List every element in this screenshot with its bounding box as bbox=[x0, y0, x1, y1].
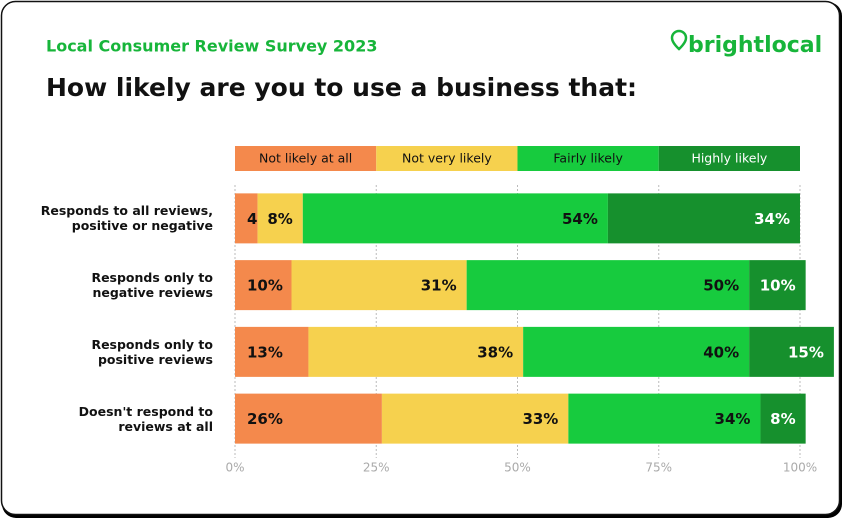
data-label: 40% bbox=[703, 343, 739, 361]
x-tick-label: 50% bbox=[504, 461, 531, 475]
y-tick-label: Responds only to positive reviews bbox=[91, 336, 213, 367]
data-label: 38% bbox=[477, 343, 513, 361]
bar-segment bbox=[760, 393, 806, 444]
data-label: 15% bbox=[788, 343, 824, 361]
data-label: 34% bbox=[754, 210, 790, 228]
data-label: 8% bbox=[267, 210, 292, 228]
data-label: 50% bbox=[703, 277, 739, 295]
bar-segment bbox=[308, 326, 524, 377]
logo-icon bbox=[670, 29, 688, 51]
legend-label: Not likely at all bbox=[259, 151, 352, 166]
data-label: 10% bbox=[247, 277, 283, 295]
data-label: 10% bbox=[760, 277, 796, 295]
bar-segment bbox=[235, 260, 292, 311]
header: Local Consumer Review Survey 2023 bbox=[46, 37, 377, 56]
bar-segment bbox=[235, 193, 258, 244]
bar-segment bbox=[302, 193, 608, 244]
data-label: 8% bbox=[770, 410, 795, 428]
bar-segment bbox=[568, 393, 761, 444]
bar-segment bbox=[291, 260, 467, 311]
bar-segment bbox=[749, 260, 806, 311]
data-label: 31% bbox=[421, 277, 457, 295]
bar-segment bbox=[749, 326, 834, 377]
data-label: 54% bbox=[562, 210, 598, 228]
x-tick-label: 25% bbox=[363, 461, 390, 475]
legend-label: Not very likely bbox=[402, 151, 492, 166]
bar-segment bbox=[466, 260, 750, 311]
legend-label: Fairly likely bbox=[553, 151, 623, 166]
bar-segment bbox=[607, 193, 800, 244]
bar-segment bbox=[235, 326, 309, 377]
legend-label: Highly likely bbox=[691, 151, 767, 166]
bar-segment bbox=[235, 393, 382, 444]
legend-swatch bbox=[658, 146, 800, 171]
bar-segment bbox=[381, 393, 569, 444]
y-tick-label: Doesn't respond to reviews at all bbox=[78, 403, 213, 434]
legend-swatch bbox=[376, 146, 518, 171]
x-tick-label: 0% bbox=[225, 461, 244, 475]
chart-title: How likely are you to use a business tha… bbox=[46, 73, 637, 102]
data-label: 13% bbox=[247, 343, 283, 361]
y-tick-label: Responds to all reviews, positive or neg… bbox=[40, 203, 213, 234]
legend-swatch bbox=[235, 146, 377, 171]
data-label: 26% bbox=[247, 410, 283, 428]
data-label: 34% bbox=[715, 410, 751, 428]
data-label: 33% bbox=[522, 410, 558, 428]
bar-segment bbox=[523, 326, 750, 377]
x-tick-label: 100% bbox=[783, 461, 817, 475]
y-tick-label: Responds only to negative reviews bbox=[91, 270, 213, 301]
x-tick-label: 75% bbox=[645, 461, 672, 475]
card bbox=[0, 0, 841, 516]
logo: brightlocal bbox=[688, 33, 822, 58]
bar-segment bbox=[257, 193, 303, 244]
legend-swatch bbox=[517, 146, 659, 171]
